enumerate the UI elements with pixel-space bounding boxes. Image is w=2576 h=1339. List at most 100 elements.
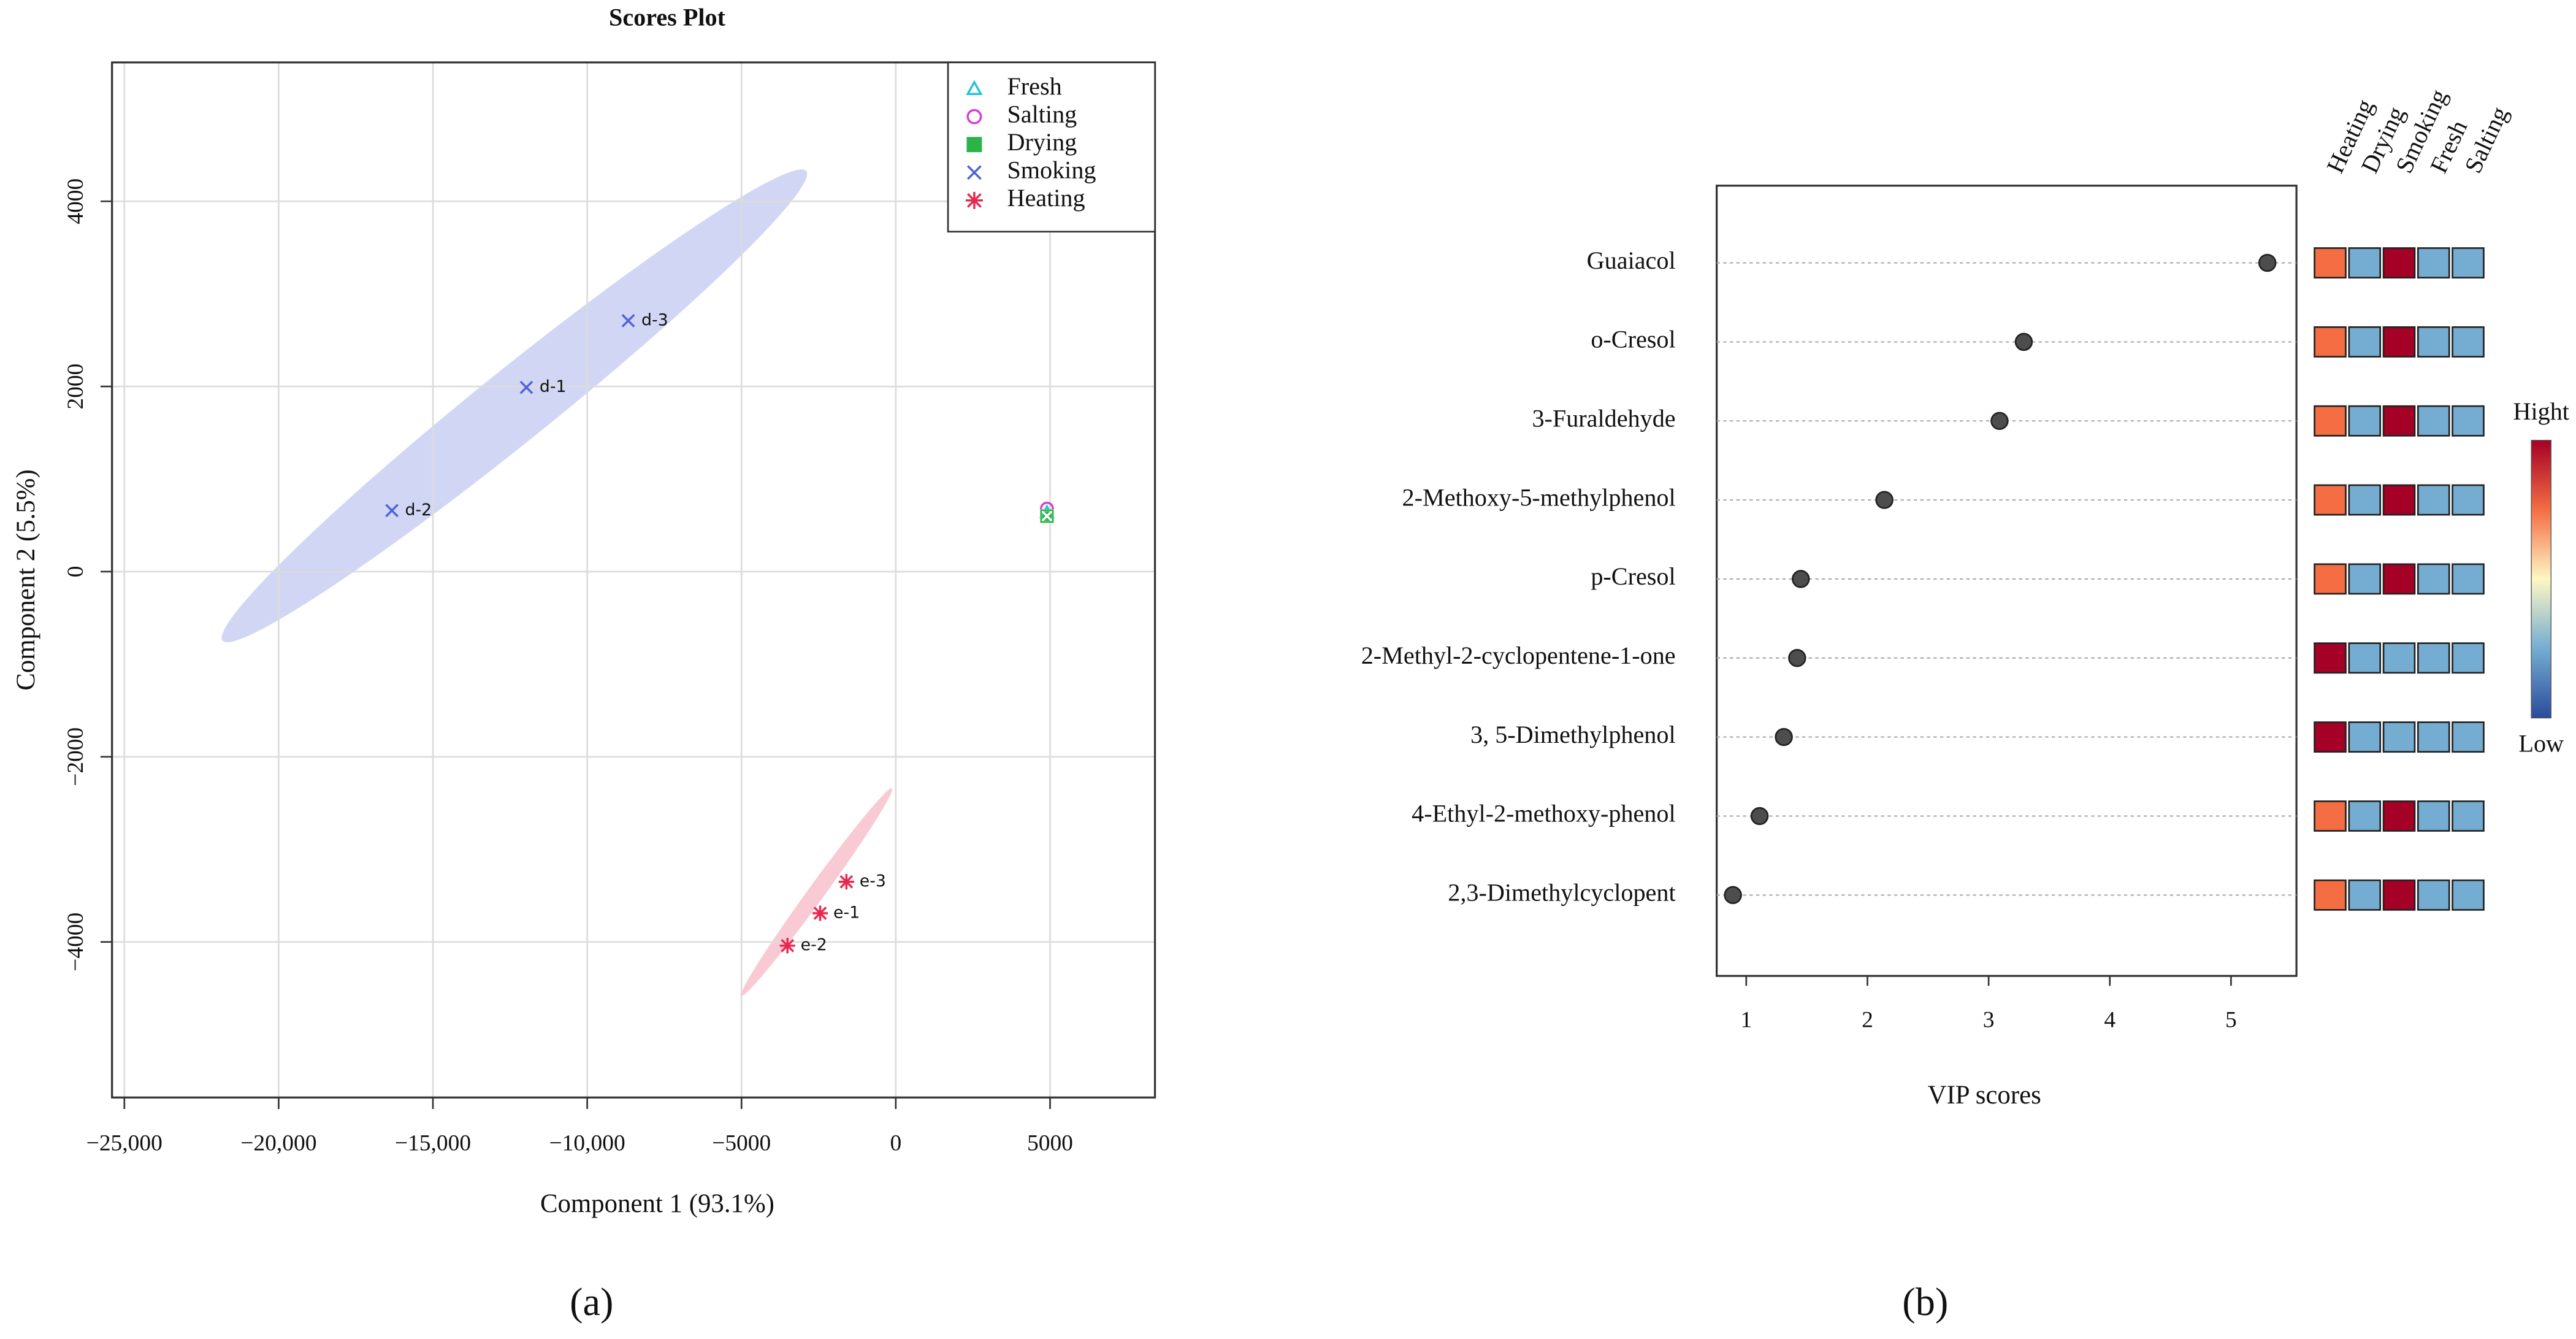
dot xyxy=(1788,649,1806,667)
x-tick-label: 3 xyxy=(1983,1008,1995,1033)
heat-cell xyxy=(2348,247,2382,279)
category-label: Guaiacol xyxy=(1587,247,1676,274)
colorbar-label: Low xyxy=(2518,729,2564,757)
x-tick-label: −10,000 xyxy=(549,1131,625,1156)
x-tick-label: 5000 xyxy=(1027,1131,1073,1156)
x-tick-label: −15,000 xyxy=(395,1131,471,1156)
legend-label: Drying xyxy=(1007,128,1077,156)
legend-symbol xyxy=(966,80,983,95)
point-label: d-1 xyxy=(540,377,567,396)
category-label: p-Cresol xyxy=(1591,562,1675,590)
heat-cell xyxy=(2314,484,2347,516)
dot xyxy=(1775,727,1793,746)
heat-cell xyxy=(2314,326,2347,358)
heat-cell xyxy=(2417,642,2450,674)
caption: (a) xyxy=(570,1280,613,1324)
heat-cell xyxy=(2382,484,2416,516)
heat-cell xyxy=(2382,326,2416,358)
x-tick-label: −5000 xyxy=(712,1131,771,1156)
confidence-ellipse xyxy=(741,788,893,996)
heat-cell xyxy=(2382,642,2416,674)
heat-cell xyxy=(2382,247,2416,279)
category-label: 3, 5-Dimethylphenol xyxy=(1470,721,1676,748)
x-tick-label: 4 xyxy=(2104,1008,2115,1033)
point-label: e-3 xyxy=(860,872,886,891)
heat-cell xyxy=(2452,800,2485,832)
y-axis-label: Component 2 (5.5%) xyxy=(12,469,40,691)
heat-cell xyxy=(2452,721,2485,753)
legend-label: Salting xyxy=(1007,100,1077,128)
x-tick-label: −25,000 xyxy=(86,1131,162,1156)
x-tick-label: 5 xyxy=(2225,1008,2237,1033)
heat-cell xyxy=(2417,326,2450,358)
heat-cell xyxy=(2452,405,2485,437)
x-tick-label: 1 xyxy=(1740,1008,1752,1033)
dot xyxy=(1875,491,1894,509)
heat-cell xyxy=(2314,563,2347,595)
heat-cell xyxy=(2382,879,2416,911)
heat-cell xyxy=(2314,405,2347,437)
category-label: 2,3-Dimethylcyclopent xyxy=(1448,878,1675,906)
heat-cell xyxy=(2417,721,2450,753)
category-label: 3-Furaldehyde xyxy=(1532,404,1675,432)
heat-cell xyxy=(2417,879,2450,911)
colorbar xyxy=(2531,440,2551,719)
heat-cell xyxy=(2452,642,2485,674)
point xyxy=(812,905,828,921)
heat-cell xyxy=(2348,879,2382,911)
point xyxy=(621,314,635,328)
point xyxy=(385,504,399,518)
heat-cell xyxy=(2382,800,2416,832)
y-tick-label: 2000 xyxy=(63,364,88,410)
heat-cell xyxy=(2348,800,2382,832)
point xyxy=(779,938,795,954)
legend-label: Heating xyxy=(1007,184,1085,212)
y-tick-label: −2000 xyxy=(63,727,88,786)
heat-cell xyxy=(2348,721,2382,753)
point-label: e-1 xyxy=(833,903,860,922)
heat-cell xyxy=(2348,484,2382,516)
heat-cell xyxy=(2452,484,2485,516)
legend-box xyxy=(947,61,1156,233)
heat-cell xyxy=(2348,563,2382,595)
legend-symbol xyxy=(966,109,982,125)
plot-frame xyxy=(1715,185,2298,977)
dot xyxy=(1990,412,2009,430)
category-label: 4-Ethyl-2-methoxy-phenol xyxy=(1412,800,1675,827)
heat-cell xyxy=(2452,326,2485,358)
y-tick-label: 0 xyxy=(63,566,88,578)
heat-cell xyxy=(2382,405,2416,437)
x-tick-label: −20,000 xyxy=(240,1131,316,1156)
dot xyxy=(2258,253,2277,272)
point-label: d-3 xyxy=(641,310,668,329)
point xyxy=(1040,508,1054,523)
heat-cell xyxy=(2314,800,2347,832)
confidence-ellipse xyxy=(221,169,808,643)
point-outline xyxy=(1040,509,1054,523)
dot xyxy=(1792,570,1810,588)
heat-cell xyxy=(2382,563,2416,595)
legend-label: Fresh xyxy=(1007,72,1061,100)
legend-symbol xyxy=(965,191,983,209)
legend-label: Smoking xyxy=(1007,156,1096,183)
heat-cell xyxy=(2314,642,2347,674)
category-label: o-Cresol xyxy=(1591,326,1675,353)
heat-cell xyxy=(2452,879,2485,911)
heat-cell xyxy=(2348,326,2382,358)
category-label: 2-Methoxy-5-methylphenol xyxy=(1402,483,1676,511)
colorbar-label: Hight xyxy=(2513,397,2569,425)
point-label: d-2 xyxy=(405,501,432,520)
dot xyxy=(1750,807,1769,826)
dot xyxy=(2014,332,2033,351)
heat-cell xyxy=(2314,721,2347,753)
chart-title: Scores Plot xyxy=(609,3,726,31)
x-axis-label: VIP scores xyxy=(1928,1081,2041,1110)
point-label: e-2 xyxy=(801,935,827,954)
heat-cell xyxy=(2417,247,2450,279)
heat-cell xyxy=(2348,405,2382,437)
heat-cell xyxy=(2314,879,2347,911)
point xyxy=(519,380,533,394)
legend-symbol xyxy=(966,165,982,180)
heat-cell xyxy=(2314,247,2347,279)
